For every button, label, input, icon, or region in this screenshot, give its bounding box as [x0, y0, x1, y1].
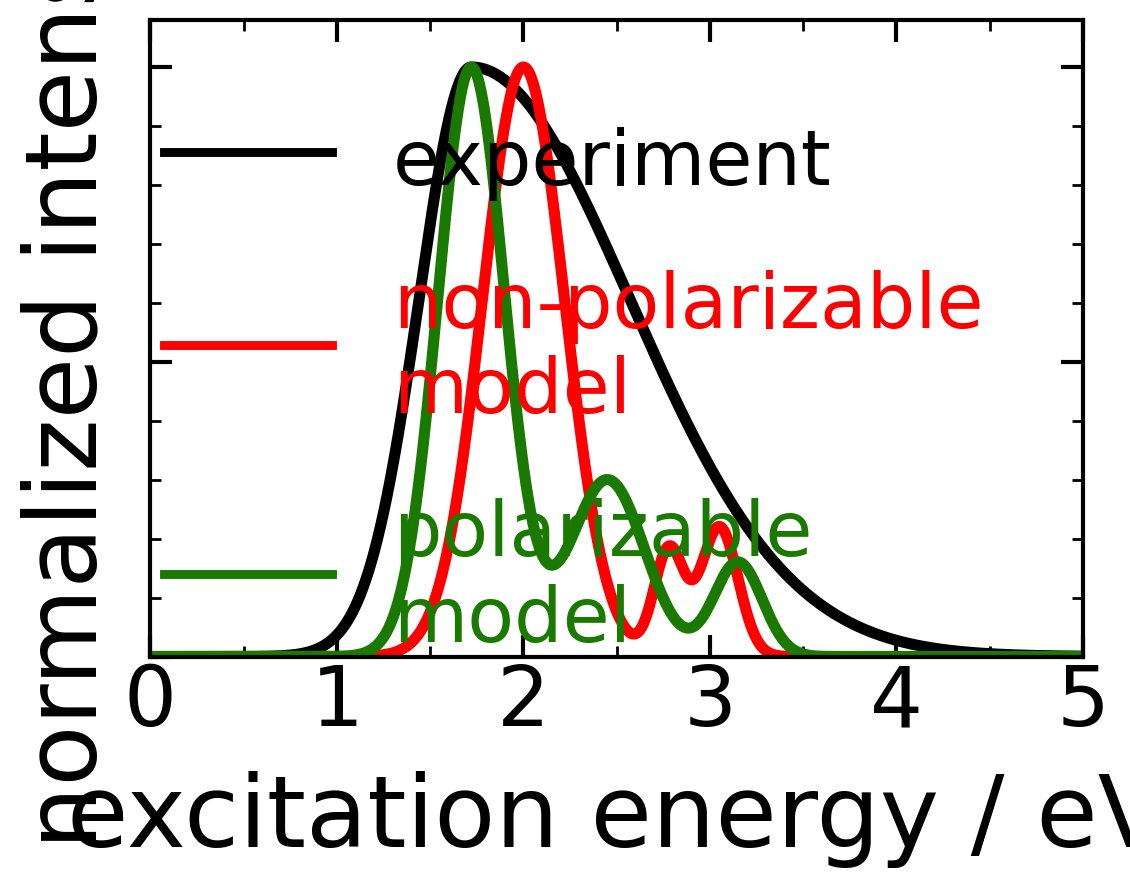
Line: non-polarizable
model: non-polarizable model	[150, 67, 1083, 657]
experiment	[1076, 651, 1089, 662]
non-polarizable
model	[144, 652, 157, 662]
non-polarizable
model	[499, 109, 513, 120]
non-polarizable
model	[840, 652, 853, 662]
polarizable
model	[911, 652, 924, 662]
polarizable
model	[464, 62, 478, 73]
polarizable
model	[1076, 652, 1089, 662]
X-axis label: excitation energy / eV: excitation energy / eV	[67, 770, 1130, 868]
non-polarizable
model	[1076, 652, 1089, 662]
Legend: experiment, non-polarizable
model, polarizable
model: experiment, non-polarizable model, polar…	[125, 82, 1022, 695]
non-polarizable
model	[516, 62, 530, 73]
experiment	[501, 77, 514, 88]
polarizable
model	[501, 313, 514, 323]
Line: polarizable
model: polarizable model	[150, 67, 1083, 657]
polarizable
model	[313, 652, 327, 662]
non-polarizable
model	[703, 535, 716, 545]
experiment	[144, 652, 157, 662]
experiment	[313, 643, 327, 654]
non-polarizable
model	[313, 652, 327, 662]
experiment	[703, 462, 716, 472]
experiment	[750, 535, 764, 546]
polarizable
model	[750, 583, 764, 593]
experiment	[911, 640, 924, 651]
experiment	[464, 62, 478, 73]
Line: experiment: experiment	[150, 67, 1083, 657]
polarizable
model	[703, 599, 716, 610]
experiment	[840, 615, 853, 626]
non-polarizable
model	[750, 635, 764, 646]
polarizable
model	[840, 652, 853, 662]
Y-axis label: normalized intensity: normalized intensity	[20, 0, 118, 849]
non-polarizable
model	[911, 652, 924, 662]
polarizable
model	[144, 652, 157, 662]
